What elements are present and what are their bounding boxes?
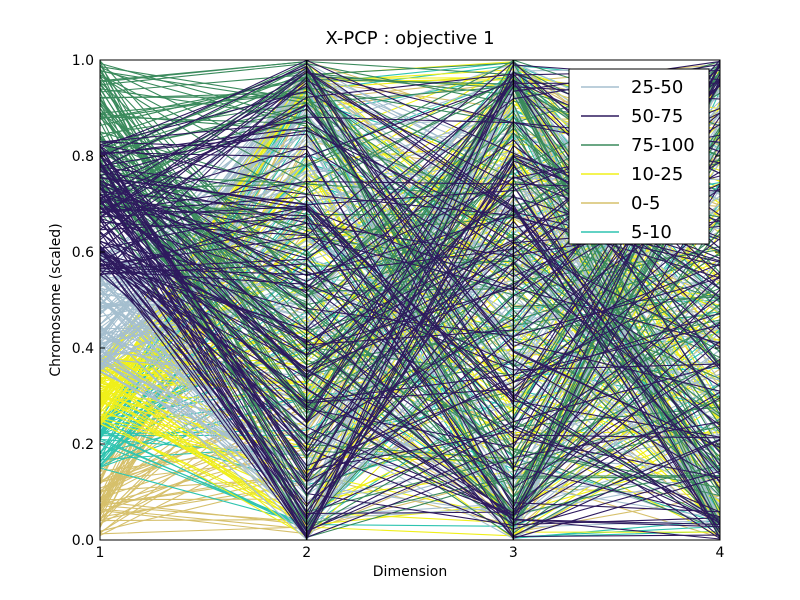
y-tick-label: 0.0 bbox=[72, 533, 94, 549]
series-line bbox=[99, 103, 721, 398]
series-line bbox=[99, 74, 721, 433]
plot-frame bbox=[99, 59, 721, 541]
x-tick-label: 2 bbox=[302, 545, 311, 561]
series-line bbox=[99, 183, 721, 516]
series-line bbox=[99, 360, 721, 528]
y-tick-label: 1.0 bbox=[72, 53, 94, 69]
x-tick-label: 3 bbox=[509, 545, 518, 561]
series-line bbox=[99, 191, 721, 522]
x-axis-label: Dimension bbox=[373, 564, 447, 580]
x-tick-label: 4 bbox=[716, 545, 725, 561]
series-line bbox=[99, 196, 721, 480]
legend-label: 75-100 bbox=[631, 135, 695, 156]
legend-label: 0-5 bbox=[631, 193, 660, 214]
series-line bbox=[99, 274, 721, 517]
series-line bbox=[99, 257, 721, 517]
series-line bbox=[99, 354, 721, 516]
series-line bbox=[99, 90, 721, 431]
series-line bbox=[99, 162, 721, 525]
series-line bbox=[99, 116, 721, 471]
series-line bbox=[99, 61, 721, 428]
legend-box bbox=[568, 68, 710, 245]
tick-layer: 0.0 0.2 0.4 0.6 0.8 1.0 1 2 3 4 bbox=[72, 53, 725, 561]
series-line bbox=[99, 69, 721, 490]
series-line bbox=[99, 63, 721, 472]
series-line bbox=[99, 138, 721, 370]
series-line bbox=[99, 207, 721, 402]
y-tick-label: 0.8 bbox=[72, 149, 94, 165]
series-line bbox=[99, 188, 721, 505]
legend-label: 50-75 bbox=[631, 106, 683, 127]
series-line bbox=[99, 85, 721, 410]
series-line bbox=[99, 109, 721, 283]
series-line bbox=[99, 79, 721, 484]
legend-label: 25-50 bbox=[631, 77, 683, 98]
series-line bbox=[99, 171, 721, 344]
series-line bbox=[99, 196, 721, 523]
series-line bbox=[99, 72, 721, 449]
series-line bbox=[99, 249, 721, 526]
series-line bbox=[99, 180, 721, 539]
plot-border bbox=[99, 59, 721, 541]
series-line bbox=[99, 240, 721, 528]
series-line bbox=[99, 144, 721, 526]
series-line bbox=[99, 164, 721, 475]
series-line bbox=[99, 121, 721, 348]
series-line bbox=[99, 85, 721, 448]
series-line bbox=[99, 165, 721, 540]
series-line bbox=[99, 325, 721, 497]
series-line bbox=[99, 66, 721, 540]
y-axis-label: Chromosome (scaled) bbox=[48, 223, 64, 376]
series-line bbox=[99, 207, 721, 534]
series-line bbox=[99, 85, 721, 532]
y-tick-label: 0.4 bbox=[72, 341, 94, 357]
y-tick-label: 0.6 bbox=[72, 245, 94, 261]
chart-title: X-PCP : objective 1 bbox=[325, 28, 494, 49]
series-line bbox=[99, 76, 721, 392]
series-line bbox=[99, 278, 721, 521]
series-line bbox=[99, 87, 721, 368]
legend-label: 5-10 bbox=[631, 222, 672, 243]
series-line bbox=[99, 206, 721, 521]
series-line bbox=[99, 208, 721, 439]
series-line bbox=[99, 231, 721, 539]
series-line bbox=[99, 68, 721, 519]
series-line bbox=[99, 222, 721, 387]
series-line bbox=[99, 65, 721, 383]
y-tick-label: 0.2 bbox=[72, 437, 94, 453]
x-tick-label: 1 bbox=[96, 545, 105, 561]
series-line bbox=[99, 257, 721, 516]
series-line bbox=[99, 216, 721, 404]
series-line bbox=[99, 242, 721, 530]
legend-label: 10-25 bbox=[631, 164, 683, 185]
series-line bbox=[99, 245, 721, 513]
legend: 25-50 50-75 75-100 10-25 0-5 5-10 bbox=[568, 68, 710, 245]
series-line bbox=[99, 184, 721, 517]
